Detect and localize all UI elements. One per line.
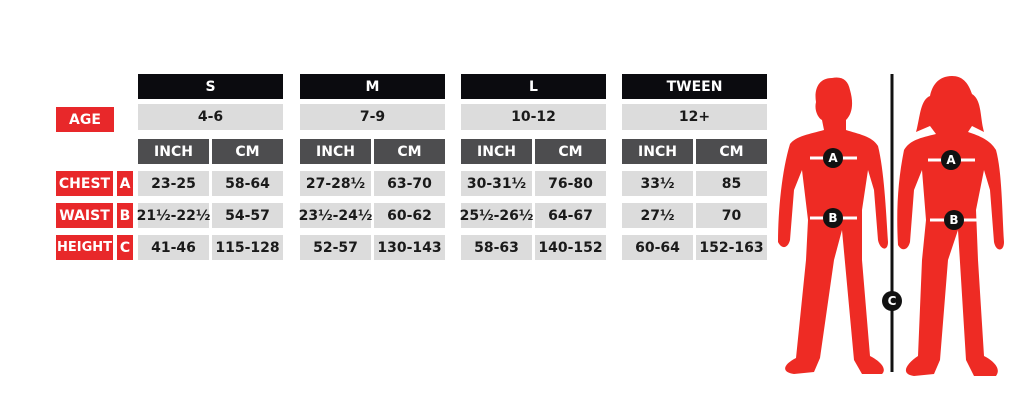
waist-inch-cell: 27½: [622, 203, 693, 228]
height-inch-cell: 60-64: [622, 235, 693, 260]
chest-cm-cell: 85: [696, 171, 767, 196]
chest-inch-cell: 33½: [622, 171, 693, 196]
cm-header: CM: [696, 139, 767, 164]
inch-header: INCH: [300, 139, 371, 164]
chest-label: CHEST: [56, 171, 113, 196]
age-cell: 4-6: [138, 104, 283, 130]
age-cell: 10-12: [461, 104, 606, 130]
size-header: TWEEN: [622, 74, 767, 99]
marker-a-text-girl: A: [946, 153, 956, 167]
waist-letter: B: [117, 203, 133, 228]
height-inch-cell: 52-57: [300, 235, 371, 260]
chest-inch-cell: 23-25: [138, 171, 209, 196]
inch-header: INCH: [622, 139, 693, 164]
chest-inch-cell: 30-31½: [461, 171, 532, 196]
marker-b-text: B: [828, 211, 837, 225]
height-letter: C: [117, 235, 133, 260]
height-inch-cell: 41-46: [138, 235, 209, 260]
waist-inch-cell: 25½-26½: [460, 203, 533, 228]
chest-cm-cell: 63-70: [374, 171, 445, 196]
size-header: S: [138, 74, 283, 99]
waist-label: WAIST: [56, 203, 113, 228]
height-cm-cell: 140-152: [535, 235, 606, 260]
waist-cm-cell: 60-62: [374, 203, 445, 228]
cm-header: CM: [535, 139, 606, 164]
inch-header: INCH: [461, 139, 532, 164]
cm-header: CM: [374, 139, 445, 164]
height-cm-cell: 130-143: [374, 235, 445, 260]
marker-a-boy: [823, 148, 843, 168]
age-cell: 7-9: [300, 104, 445, 130]
marker-c-text: C: [888, 294, 897, 308]
age-cell: 12+: [622, 104, 767, 130]
marker-b-boy: [823, 208, 843, 228]
marker-b-girl: [944, 210, 964, 230]
waist-inch-cell: 21½-22½: [137, 203, 210, 228]
waist-inch-cell: 23½-24½: [299, 203, 372, 228]
child-silhouettes-figure: A B A B C: [778, 74, 1004, 376]
waist-cm-cell: 64-67: [535, 203, 606, 228]
marker-b-text-girl: B: [949, 213, 958, 227]
chest-cm-cell: 58-64: [212, 171, 283, 196]
waist-cm-cell: 54-57: [212, 203, 283, 228]
size-header: M: [300, 74, 445, 99]
chest-cm-cell: 76-80: [535, 171, 606, 196]
height-label: HEIGHT: [56, 235, 113, 260]
size-header: L: [461, 74, 606, 99]
marker-a-text: A: [828, 151, 838, 165]
cm-header: CM: [212, 139, 283, 164]
waist-cm-cell: 70: [696, 203, 767, 228]
height-cm-cell: 115-128: [212, 235, 283, 260]
inch-header: INCH: [138, 139, 209, 164]
age-label: AGE: [56, 107, 114, 132]
height-inch-cell: 58-63: [461, 235, 532, 260]
chest-letter: A: [117, 171, 133, 196]
chest-inch-cell: 27-28½: [300, 171, 371, 196]
marker-c: [882, 291, 902, 311]
height-cm-cell: 152-163: [696, 235, 767, 260]
marker-a-girl: [941, 150, 961, 170]
